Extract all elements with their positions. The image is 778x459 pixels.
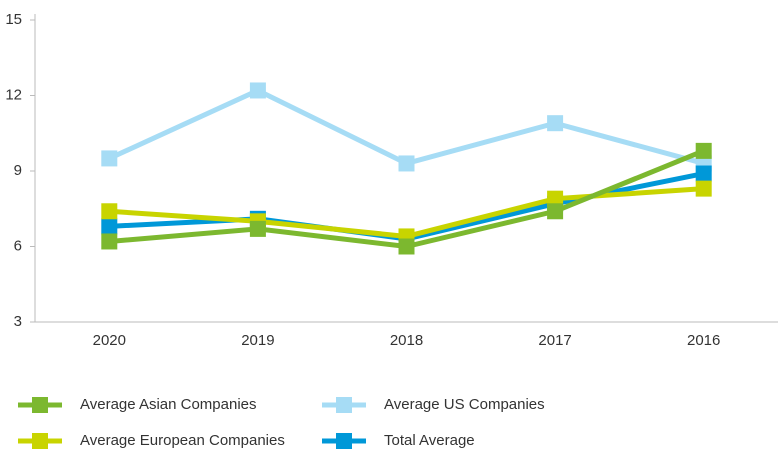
legend-marker xyxy=(32,433,48,449)
marker xyxy=(547,115,564,132)
legend-marker xyxy=(32,397,48,413)
marker xyxy=(249,220,266,237)
y-tick-label: 12 xyxy=(5,86,22,103)
marker xyxy=(101,233,118,250)
marker xyxy=(547,190,564,207)
legend-label: Average European Companies xyxy=(80,432,285,449)
marker xyxy=(547,203,564,220)
marker xyxy=(398,155,415,172)
marker xyxy=(695,165,712,182)
marker xyxy=(101,150,118,167)
legend-marker xyxy=(336,433,352,449)
legend-label: Average Asian Companies xyxy=(80,396,257,413)
series-line xyxy=(108,87,705,167)
marker xyxy=(695,180,712,197)
legend-label: Total Average xyxy=(384,432,475,449)
y-tick-label: 3 xyxy=(14,313,22,330)
x-tick-label: 2016 xyxy=(687,332,720,349)
y-tick-label: 6 xyxy=(14,237,22,254)
marker xyxy=(695,142,712,159)
x-tick-label: 2020 xyxy=(93,332,126,349)
marker xyxy=(101,218,118,235)
marker xyxy=(101,203,118,220)
legend-label: Average US Companies xyxy=(384,396,545,413)
marker xyxy=(249,82,266,99)
x-tick-label: 2018 xyxy=(390,332,423,349)
y-tick-label: 9 xyxy=(14,162,22,179)
y-tick-label: 15 xyxy=(5,11,22,28)
x-tick-label: 2019 xyxy=(241,332,274,349)
legend-marker xyxy=(336,397,352,413)
marker xyxy=(398,238,415,255)
x-tick-label: 2017 xyxy=(538,332,571,349)
